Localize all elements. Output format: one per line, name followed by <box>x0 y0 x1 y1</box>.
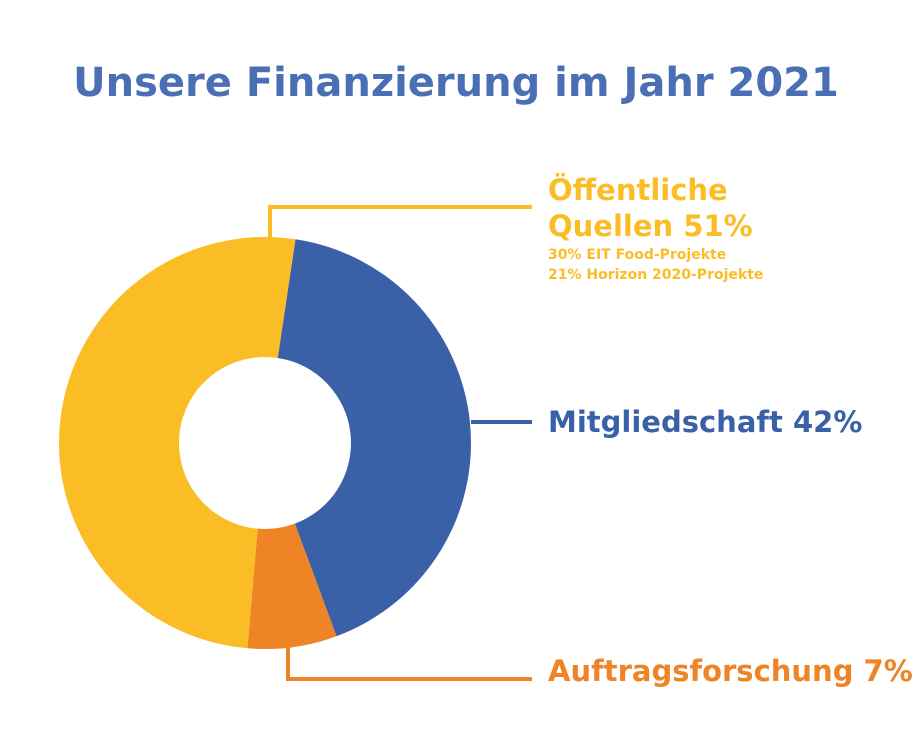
leader-line-1 <box>268 205 532 238</box>
donut-slice-2 <box>277 239 472 637</box>
leader-lines <box>268 205 532 681</box>
donut-slices <box>59 237 472 649</box>
slice-label-1-line-1: Öffentliche <box>548 173 728 207</box>
leader-line-3 <box>286 646 532 681</box>
chart-title: Unsere Finanzierung im Jahr 2021 <box>73 60 839 106</box>
slice-detail-1-2: 21% Horizon 2020-Projekte <box>548 267 763 283</box>
slice-detail-1-1: 30% EIT Food-Projekte <box>548 247 726 263</box>
donut-slice-3 <box>247 523 337 649</box>
slice-label-3-line-1: Auftragsforschung 7% <box>548 654 912 688</box>
slice-label-1-line-2: Quellen 51% <box>548 209 753 243</box>
donut-slice-1 <box>59 237 296 649</box>
slice-label-2-line-1: Mitgliedschaft 42% <box>548 405 862 439</box>
